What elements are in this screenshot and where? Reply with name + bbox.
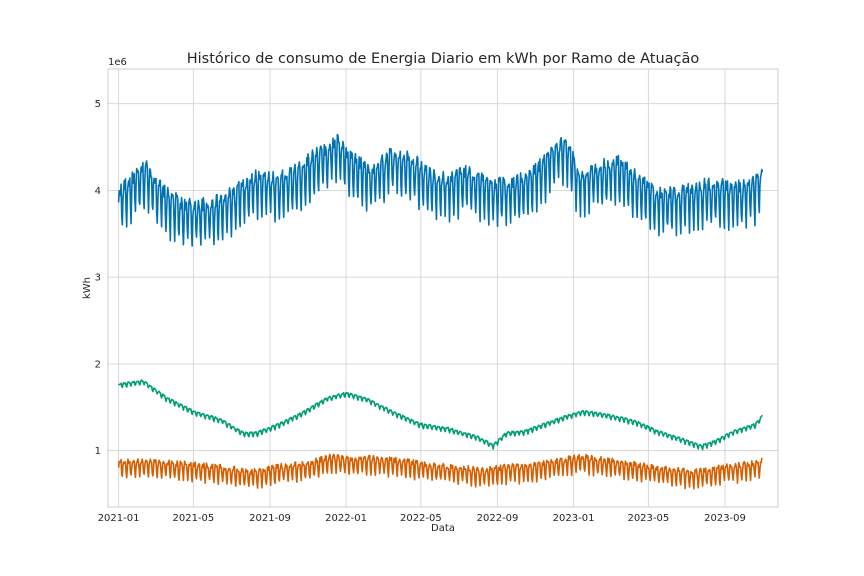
series-line-2 <box>117 379 764 451</box>
chart-title: Histórico de consumo de Energia Diario e… <box>187 51 700 67</box>
y-axis-ticks: 1 2 3 4 5 <box>95 99 101 457</box>
series-line-3 <box>117 453 763 490</box>
y-tick-label: 2 <box>95 359 101 370</box>
series-line-1 <box>117 133 764 247</box>
x-tick-label: 2022-01 <box>325 513 367 524</box>
x-tick-label: 2021-05 <box>172 513 214 524</box>
y-tick-label: 3 <box>95 273 101 284</box>
x-tick-label: 2023-05 <box>627 513 669 524</box>
x-tick-label: 2022-05 <box>400 513 442 524</box>
x-tick-label: 2023-09 <box>704 513 746 524</box>
y-tick-label: 5 <box>95 99 101 110</box>
grid <box>108 69 778 507</box>
x-tick-label: 2023-01 <box>553 513 595 524</box>
y-offset-label: 1e6 <box>108 57 127 68</box>
plot-area <box>108 69 778 507</box>
y-tick-label: 4 <box>95 186 101 197</box>
x-axis-ticks: 2021-01 2021-05 2021-09 2022-01 2022-05 2022-… <box>98 513 746 524</box>
series-group <box>117 133 764 490</box>
y-tick-label: 1 <box>95 446 101 457</box>
x-tick-label: 2021-01 <box>98 513 140 524</box>
x-tick-label: 2022-09 <box>477 513 519 524</box>
x-axis-label: Data <box>431 523 455 534</box>
plot-frame <box>107 68 779 508</box>
y-axis-label: kWh <box>82 277 93 299</box>
x-tick-label: 2021-09 <box>249 513 291 524</box>
